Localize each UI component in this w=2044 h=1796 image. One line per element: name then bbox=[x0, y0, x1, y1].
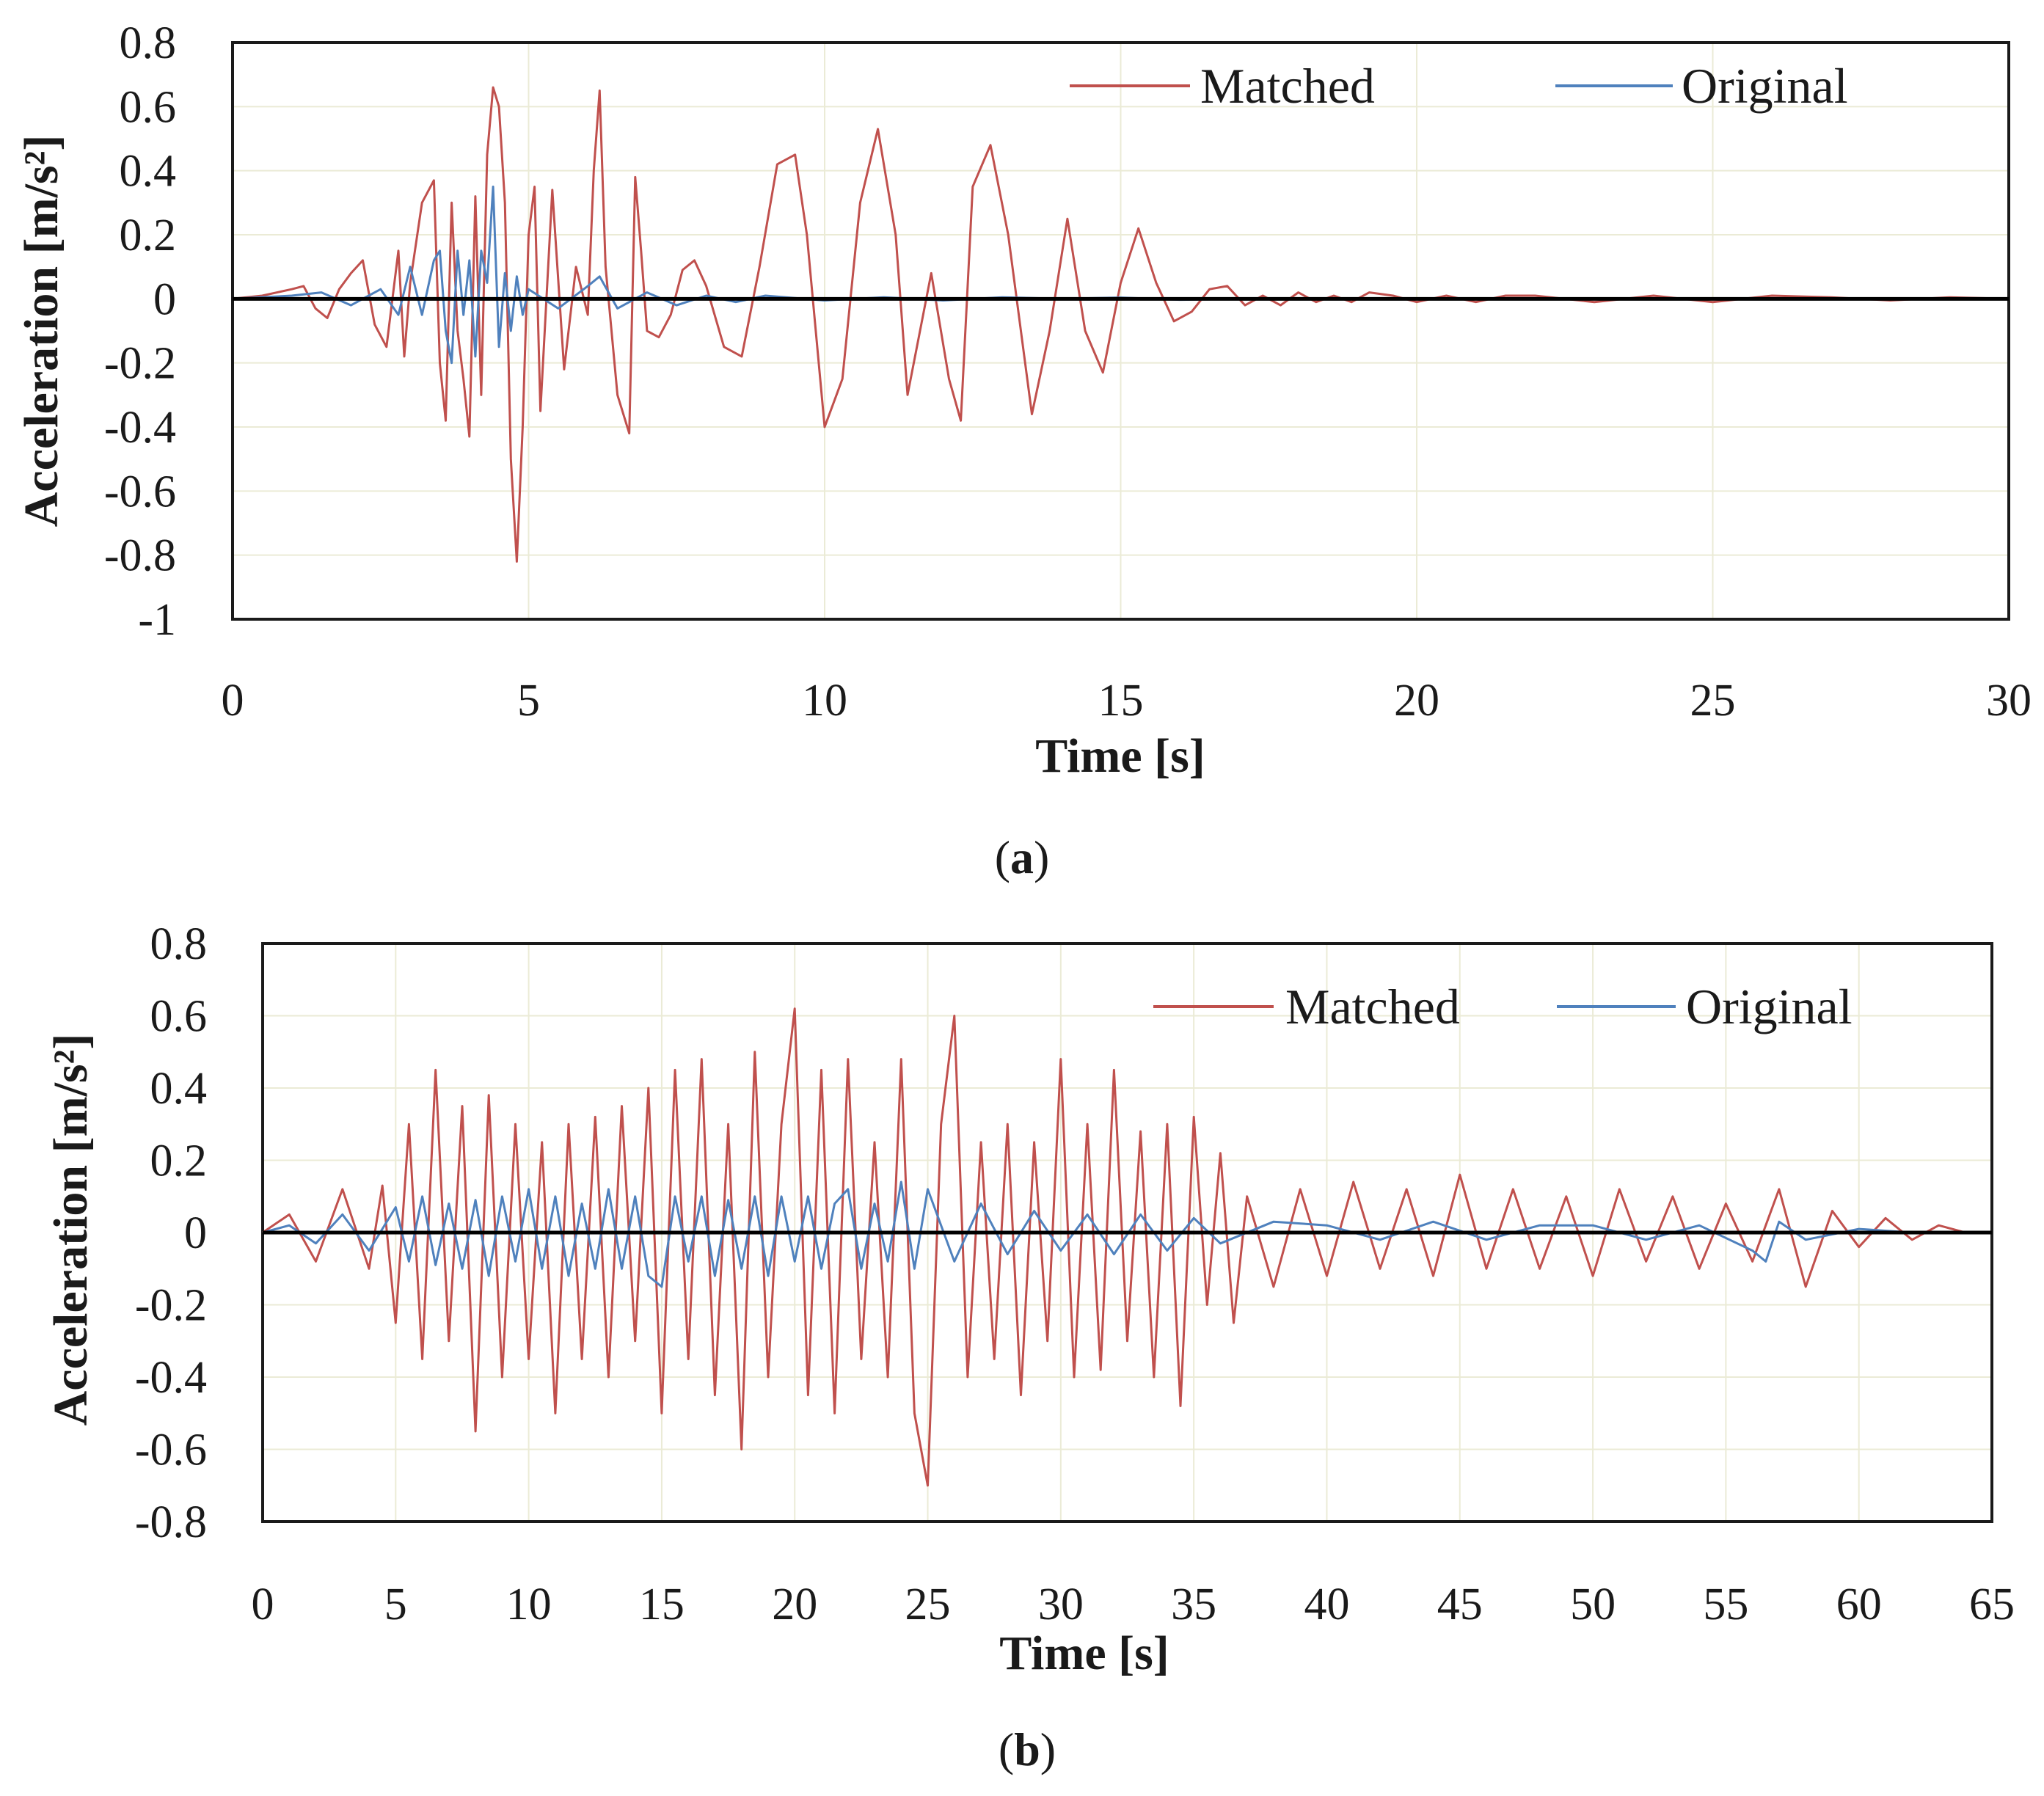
chart-b-x-tick-label: 45 bbox=[1437, 1580, 1483, 1629]
chart-panel-b: -0.8 -0.6 -0.4 -0.2 0 0.2 0.4 0.6 0.8 0 5 10 15 20 25… bbox=[44, 919, 2015, 1775]
chart-b-x-tick-label: 10 bbox=[506, 1580, 552, 1629]
chart-b-x-tick-label: 25 bbox=[905, 1580, 951, 1629]
chart-b-x-tick-label: 40 bbox=[1304, 1580, 1349, 1629]
chart-a-x-tick-label: 10 bbox=[802, 676, 847, 726]
chart-b-x-tick-label: 5 bbox=[384, 1580, 407, 1629]
chart-a-y-tick-label: 0.4 bbox=[120, 147, 177, 197]
panel-b-caption-letter: b bbox=[1014, 1723, 1040, 1775]
chart-b-x-tick-label: 15 bbox=[639, 1580, 685, 1629]
panel-b-caption-open: ( bbox=[999, 1723, 1014, 1775]
chart-b-y-tick-label: 0 bbox=[184, 1208, 207, 1258]
chart-a-y-tick-label: 0.8 bbox=[120, 18, 177, 68]
chart-a-y-tick-labels: -1 -0.8 -0.6 -0.4 -0.2 0 0.2 0.4 0.6 0.8 bbox=[104, 18, 176, 645]
chart-b-x-tick-label: 35 bbox=[1171, 1580, 1216, 1629]
chart-a-y-tick-label: -0.6 bbox=[104, 467, 176, 516]
chart-a-plot-frame bbox=[231, 41, 2010, 621]
chart-b-y-tick-label: -0.4 bbox=[135, 1353, 207, 1403]
chart-a-x-tick-labels: 0 5 10 15 20 25 30 bbox=[222, 676, 2032, 726]
chart-b-x-tick-labels: 0 5 10 15 20 25 30 35 40 45 50 55 60 65 bbox=[252, 1580, 2015, 1629]
chart-b-y-tick-label: -0.6 bbox=[135, 1426, 207, 1475]
chart-b-x-tick-label: 65 bbox=[1969, 1580, 2015, 1629]
chart-b-y-tick-label: 0.4 bbox=[150, 1064, 208, 1114]
chart-b-y-axis-title: Acceleration [m/s²] bbox=[44, 1034, 98, 1426]
chart-b-legend: Matched Original bbox=[1153, 979, 1853, 1034]
chart-b-legend-label-matched: Matched bbox=[1285, 979, 1460, 1034]
chart-a-x-tick-label: 25 bbox=[1690, 676, 1736, 726]
chart-a-x-tick-label: 15 bbox=[1098, 676, 1144, 726]
panel-a-caption-open: ( bbox=[995, 831, 1010, 883]
chart-b-x-tick-label: 60 bbox=[1836, 1580, 1882, 1629]
panel-b-caption: (b) bbox=[999, 1723, 1056, 1775]
chart-a-y-tick-label: 0.2 bbox=[120, 211, 177, 260]
chart-a-y-axis-title: Acceleration [m/s²] bbox=[15, 135, 68, 528]
chart-b-y-tick-label: -0.2 bbox=[135, 1281, 207, 1331]
chart-b-y-tick-label: 0.8 bbox=[150, 919, 208, 969]
panel-b-caption-close: ) bbox=[1040, 1723, 1056, 1775]
chart-panel-a: -1 -0.8 -0.6 -0.4 -0.2 0 0.2 0.4 0.6 0.8 0 5 10 15 20… bbox=[15, 18, 2032, 883]
chart-b-series bbox=[262, 1007, 1992, 1487]
chart-a-x-axis-title: Time [s] bbox=[1035, 729, 1205, 783]
chart-a-series-matched bbox=[232, 86, 2010, 563]
chart-a-y-tick-label: -0.2 bbox=[104, 339, 176, 389]
chart-a-x-tick-label: 20 bbox=[1394, 676, 1439, 726]
chart-a-legend-label-matched: Matched bbox=[1200, 58, 1375, 114]
chart-b-y-tick-labels: -0.8 -0.6 -0.4 -0.2 0 0.2 0.4 0.6 0.8 bbox=[135, 919, 207, 1547]
chart-b-x-tick-label: 0 bbox=[252, 1580, 274, 1629]
chart-a-y-tick-label: -0.4 bbox=[104, 403, 176, 453]
panel-a-caption-close: ) bbox=[1034, 831, 1049, 883]
chart-b-x-tick-label: 20 bbox=[772, 1580, 817, 1629]
chart-a-y-tick-label: -1 bbox=[138, 595, 176, 645]
panel-a-caption-letter: a bbox=[1010, 831, 1034, 883]
chart-a-legend: Matched Original bbox=[1070, 58, 1848, 114]
chart-b-y-tick-label: 0.2 bbox=[150, 1136, 208, 1186]
chart-b-x-axis-title: Time [s] bbox=[999, 1627, 1169, 1680]
chart-b-series-original bbox=[262, 1180, 1992, 1288]
chart-b-x-tick-label: 55 bbox=[1703, 1580, 1748, 1629]
chart-b-y-tick-label: -0.8 bbox=[135, 1497, 207, 1547]
chart-a-y-tick-label: 0 bbox=[153, 274, 176, 324]
chart-a-x-tick-label: 30 bbox=[1986, 676, 2032, 726]
chart-a-x-tick-label: 5 bbox=[517, 676, 540, 726]
chart-b-legend-label-original: Original bbox=[1686, 979, 1853, 1034]
chart-b-series-matched bbox=[262, 1007, 1992, 1487]
chart-b-x-tick-label: 30 bbox=[1038, 1580, 1084, 1629]
chart-a-y-tick-label: -0.8 bbox=[104, 531, 176, 581]
chart-a-x-tick-label: 0 bbox=[222, 676, 244, 726]
panel-a-caption: (a) bbox=[995, 831, 1050, 883]
chart-a-y-tick-label: 0.6 bbox=[120, 82, 177, 132]
chart-b-y-tick-label: 0.6 bbox=[150, 992, 208, 1042]
chart-b-x-tick-label: 50 bbox=[1570, 1580, 1616, 1629]
chart-a-legend-label-original: Original bbox=[1682, 58, 1848, 114]
